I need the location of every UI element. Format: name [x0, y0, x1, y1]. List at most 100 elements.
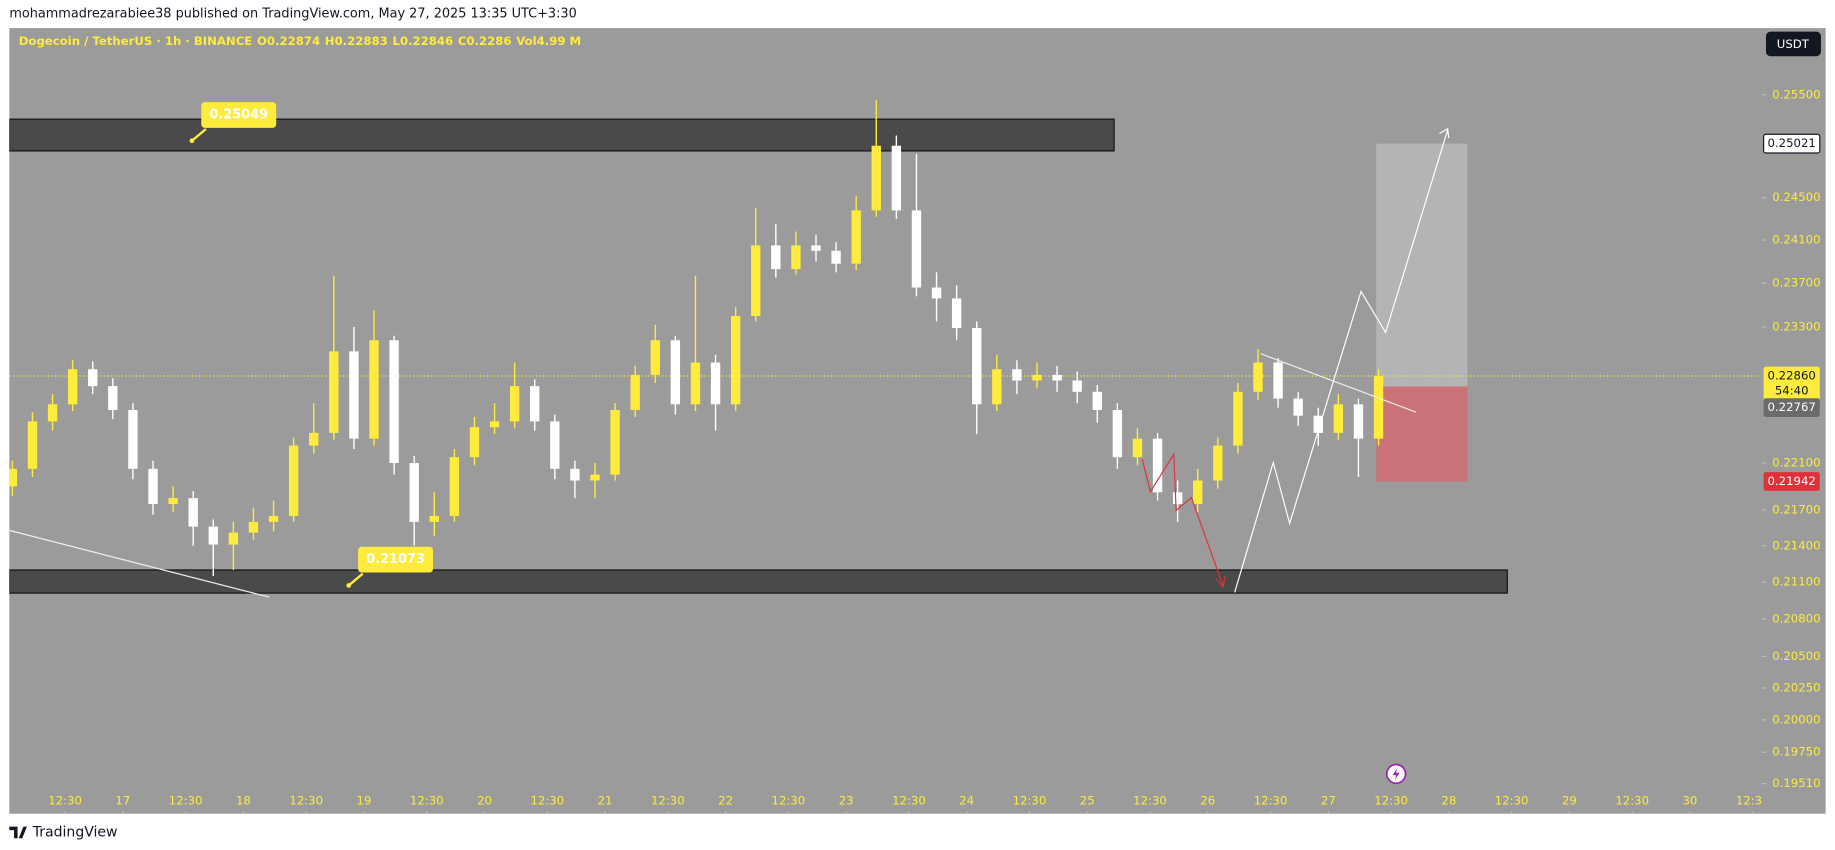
candle-body [67, 369, 78, 405]
arrow-head [1215, 575, 1226, 588]
countdown: 54:40 [1775, 384, 1809, 398]
ohlc-label: O [257, 33, 267, 47]
stop-zone [1376, 386, 1468, 482]
footer-logo: TradingView [9, 824, 118, 840]
y-tick-label: 0.19750 [1772, 745, 1820, 759]
y-tick-label: 0.20500 [1772, 649, 1820, 663]
x-tick-label: 29 [1562, 793, 1577, 807]
candle-body [1373, 376, 1384, 439]
x-tick-label: 20 [477, 793, 492, 807]
candle-body [409, 462, 419, 522]
candle-body [1052, 374, 1062, 381]
candle-body [349, 351, 359, 439]
candle-body [1213, 445, 1223, 481]
x-tick-label: 12:30 [289, 793, 323, 807]
candle-body [831, 250, 841, 264]
publisher: mohammadrezarabiee38 published on Tradin… [9, 7, 576, 22]
price-axis: 0.25500 0.24500 0.24100 0.23700 0.23300 0.221… [1761, 87, 1821, 790]
x-tick-label: 12:30 [892, 793, 926, 807]
ohlc-value: 0.22883 [335, 33, 388, 47]
candle-body [530, 386, 540, 422]
callout-pointer [347, 572, 364, 587]
y-tick-label: 0.20250 [1772, 680, 1820, 694]
candle-body [27, 421, 38, 469]
candle-body [911, 210, 922, 288]
x-tick-label: 26 [1200, 793, 1215, 807]
candle-body [429, 515, 439, 522]
candle-body [710, 362, 721, 405]
logo-mark [9, 826, 27, 839]
volume: Vol4.99 M [516, 33, 581, 47]
candle-body [1032, 374, 1042, 381]
target-zone [1376, 143, 1468, 387]
x-tick-label: 12:30 [1013, 793, 1047, 807]
candle-body [168, 498, 178, 505]
candle-body [1012, 369, 1022, 381]
ohlc-label: C [458, 33, 467, 47]
candle-body [630, 374, 640, 410]
callout-label: 0.21073 [366, 552, 425, 567]
callout-label: 0.25049 [209, 107, 268, 122]
candle-body [1193, 480, 1203, 505]
zone [9, 569, 1508, 594]
candle-body [9, 468, 18, 487]
candle-body [1293, 398, 1303, 416]
candle-body [1172, 492, 1183, 505]
ohlc-value: 0.2286 [466, 33, 511, 47]
lightning-icon[interactable] [1385, 763, 1407, 785]
candle-body [1353, 404, 1364, 439]
trend-line [9, 529, 270, 598]
ohlc-label: L [393, 33, 401, 47]
candle-body [1092, 391, 1102, 410]
x-tick-label: 27 [1321, 793, 1336, 807]
icon-bolt[interactable] [1392, 768, 1400, 780]
x-tick-label: 12:30 [169, 793, 203, 807]
candle-body [690, 362, 701, 405]
candle-body [1112, 409, 1123, 458]
red-path [1141, 452, 1224, 586]
candle-body [570, 468, 580, 481]
y-tick-label: 0.21700 [1772, 502, 1820, 516]
time-axis: 12:30 17 12:30 18 12:30 19 12:30 20 12:30 21 12:30… [48, 793, 1761, 814]
candle-body [791, 245, 801, 270]
last-price-tag: 0.22860 [1768, 369, 1816, 383]
last-price-tag-box [1763, 366, 1820, 402]
y-tick-label: 0.23700 [1772, 276, 1820, 290]
y-tick-label: 0.21400 [1772, 538, 1820, 552]
x-tick-label: 17 [115, 793, 130, 807]
currency-button[interactable] [1765, 31, 1821, 57]
x-tick-label: 12:30 [651, 793, 685, 807]
candle-body [670, 340, 681, 405]
currency[interactable]: USDT [1777, 37, 1810, 51]
symbol-legend: Dogecoin / TetherUS · 1h · BINANCE O 0.228… [19, 33, 581, 47]
candle-body [108, 386, 118, 410]
candle-body [389, 340, 399, 463]
candle-body [851, 210, 861, 264]
x-tick-label: 12:30 [1254, 793, 1288, 807]
candle-body [871, 145, 881, 211]
candle-body [1132, 438, 1143, 458]
arrow-head [1439, 127, 1450, 139]
x-tick-label: 12:30 [410, 793, 444, 807]
candle-body [751, 245, 761, 316]
target-tag-box [1763, 133, 1821, 154]
candle-body [1072, 380, 1082, 392]
x-tick-label: 12:30 [1374, 793, 1408, 807]
candle-body [128, 409, 138, 469]
candle-body [650, 340, 660, 375]
ohlc-label: H [325, 33, 335, 47]
symbol: Dogecoin / TetherUS · 1h · BINANCE [19, 33, 253, 47]
entry-tag: 0.22767 [1768, 400, 1816, 414]
candle-body [469, 427, 480, 458]
x-tick-label: 12:30 [1495, 793, 1529, 807]
x-tick-label: 23 [839, 793, 854, 807]
y-tick-label: 0.20800 [1772, 611, 1820, 625]
y-tick-label: 0.21100 [1772, 575, 1820, 589]
callout-pointer [191, 128, 207, 142]
candle-body [148, 468, 158, 505]
plot-area [9, 99, 1762, 594]
candle-body [449, 457, 460, 516]
x-tick-label: 30 [1683, 793, 1698, 807]
y-tick-label: 0.20000 [1772, 712, 1820, 726]
